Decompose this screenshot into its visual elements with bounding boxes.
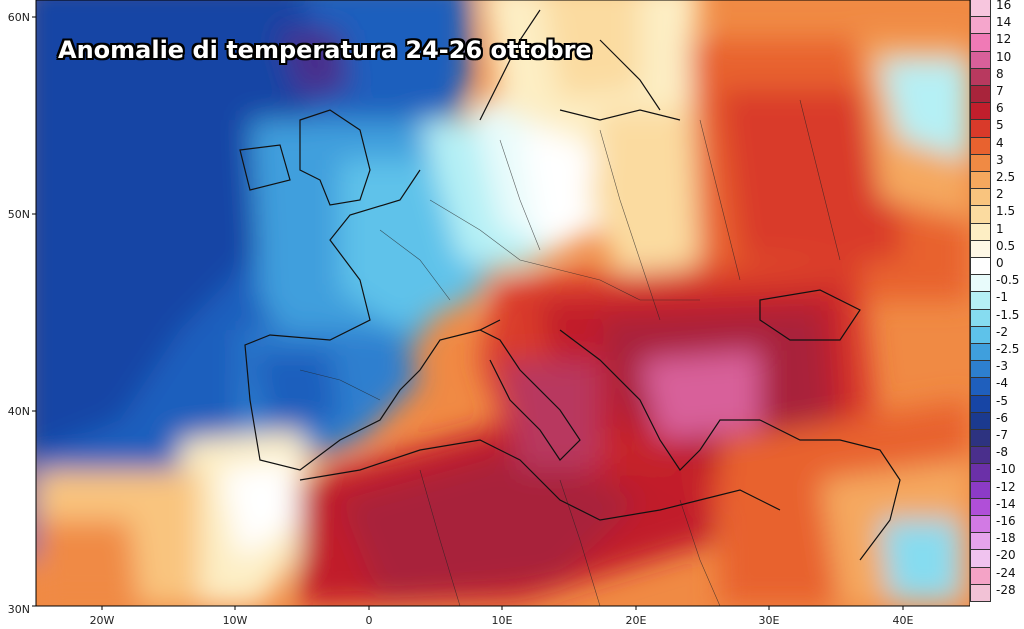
- colorbar-label: -1: [996, 290, 1008, 305]
- colorbar-label: -5: [996, 393, 1008, 408]
- coastlines: [239, 9, 901, 561]
- colorbar-legend: 16 14 12 10 8 7 6 5 4 3 2.5 2 1.5 1 0.5 0 -0.5 -1 -1.5 -2 -2…: [970, 0, 1024, 606]
- lat-label: 50N: [8, 208, 30, 221]
- map-title: Anomalie di temperatura 24-26 ottobre: [58, 36, 592, 64]
- plot-frame: [35, 0, 970, 607]
- colorbar-label: -2.5: [996, 342, 1020, 356]
- colorbar-swatch: [970, 412, 991, 430]
- colorbar-swatch: [970, 17, 991, 35]
- latitude-axis: 60N 50N 40N 30N: [8, 11, 36, 616]
- colorbar-swatch: [970, 86, 991, 104]
- colorbar-label: -10: [996, 462, 1016, 477]
- borders: [299, 99, 841, 606]
- colorbar-label: 7: [996, 84, 1004, 98]
- colorbar-label: -18: [996, 531, 1016, 546]
- colorbar-swatch: [970, 584, 991, 602]
- lon-label: 0: [366, 614, 373, 627]
- colorbar-swatch: [970, 430, 991, 448]
- colorbar-swatch: [970, 154, 991, 172]
- colorbar-swatch: [970, 550, 991, 568]
- colorbar-swatch: [970, 378, 991, 396]
- lon-label: 10W: [223, 614, 248, 627]
- colorbar-label: 14: [996, 15, 1012, 30]
- colorbar-label: 3: [996, 152, 1004, 167]
- colorbar-label: -4: [996, 376, 1008, 391]
- colorbar-label: -28: [996, 582, 1016, 597]
- colorbar-label: 6: [996, 101, 1004, 116]
- colorbar-label: 1.5: [996, 204, 1016, 219]
- colorbar-label: -7: [996, 428, 1008, 442]
- colorbar-swatch: [970, 223, 991, 241]
- colorbar-swatch: [970, 103, 991, 121]
- colorbar-swatch: [970, 275, 991, 293]
- lat-label: 40N: [8, 405, 30, 418]
- colorbar-swatch: [970, 51, 991, 69]
- colorbar-swatch: [970, 240, 991, 258]
- colorbar-label: -16: [996, 514, 1016, 528]
- colorbar-label: 10: [996, 49, 1012, 64]
- anomaly-field: [36, 0, 970, 606]
- longitude-axis: 20W 10W 0 10E 20E 30E 40E: [90, 606, 914, 627]
- colorbar-label: 8: [996, 66, 1004, 81]
- colorbar-label: 0: [996, 256, 1004, 270]
- lon-label: 20E: [626, 614, 647, 627]
- colorbar-label: -3: [996, 359, 1008, 374]
- colorbar-swatch: [970, 481, 991, 499]
- colorbar-label: 2.5: [996, 170, 1016, 184]
- colorbar-swatch: [970, 361, 991, 379]
- colorbar-label: -12: [996, 479, 1016, 494]
- anomaly-map: 60N 50N 40N 30N 20W 10W 0 10E 20E 30E 40…: [8, 0, 970, 627]
- colorbar-label: -8: [996, 445, 1008, 460]
- colorbar-label: -1.5: [996, 307, 1020, 322]
- lon-label: 40E: [893, 614, 914, 627]
- colorbar-swatch: [970, 206, 991, 224]
- colorbar-label: 2: [996, 187, 1004, 202]
- colorbar-label: 1: [996, 221, 1004, 236]
- colorbar-swatch: [970, 533, 991, 551]
- lon-label: 20W: [90, 614, 115, 627]
- colorbar-swatch: [970, 120, 991, 138]
- colorbar-swatch: [970, 68, 991, 86]
- colorbar-swatch: [970, 137, 991, 155]
- colorbar-swatch: [970, 189, 991, 207]
- colorbar-label: -14: [996, 496, 1016, 511]
- colorbar-swatch: [970, 498, 991, 516]
- lon-label: 10E: [492, 614, 513, 627]
- colorbar-swatch: [970, 395, 991, 413]
- colorbar-swatch: [970, 258, 991, 276]
- colorbar-label: 16: [996, 0, 1012, 12]
- colorbar-swatch: [970, 516, 991, 534]
- colorbar-swatch: [970, 292, 991, 310]
- colorbar-swatch: [970, 447, 991, 465]
- colorbar-label: -20: [996, 548, 1016, 563]
- colorbar-label: -24: [996, 565, 1016, 580]
- colorbar-swatch: [970, 34, 991, 52]
- colorbar-swatch: [970, 344, 991, 362]
- lat-label: 60N: [8, 11, 30, 24]
- colorbar-label: 5: [996, 118, 1004, 133]
- colorbar-label: 0.5: [996, 238, 1016, 253]
- colorbar-label: -0.5: [996, 273, 1020, 288]
- colorbar-swatch: [970, 0, 991, 18]
- lat-label: 30N: [8, 603, 30, 616]
- colorbar-swatch: [970, 326, 991, 344]
- colorbar-label: 4: [996, 135, 1004, 150]
- colorbar-swatch: [970, 309, 991, 327]
- colorbar-label: 12: [996, 32, 1012, 47]
- colorbar-swatch: [970, 172, 991, 190]
- colorbar-swatch: [970, 464, 991, 482]
- colorbar-label: -6: [996, 410, 1008, 425]
- lon-label: 30E: [759, 614, 780, 627]
- colorbar-swatch: [970, 567, 991, 585]
- colorbar-label: -2: [996, 324, 1008, 339]
